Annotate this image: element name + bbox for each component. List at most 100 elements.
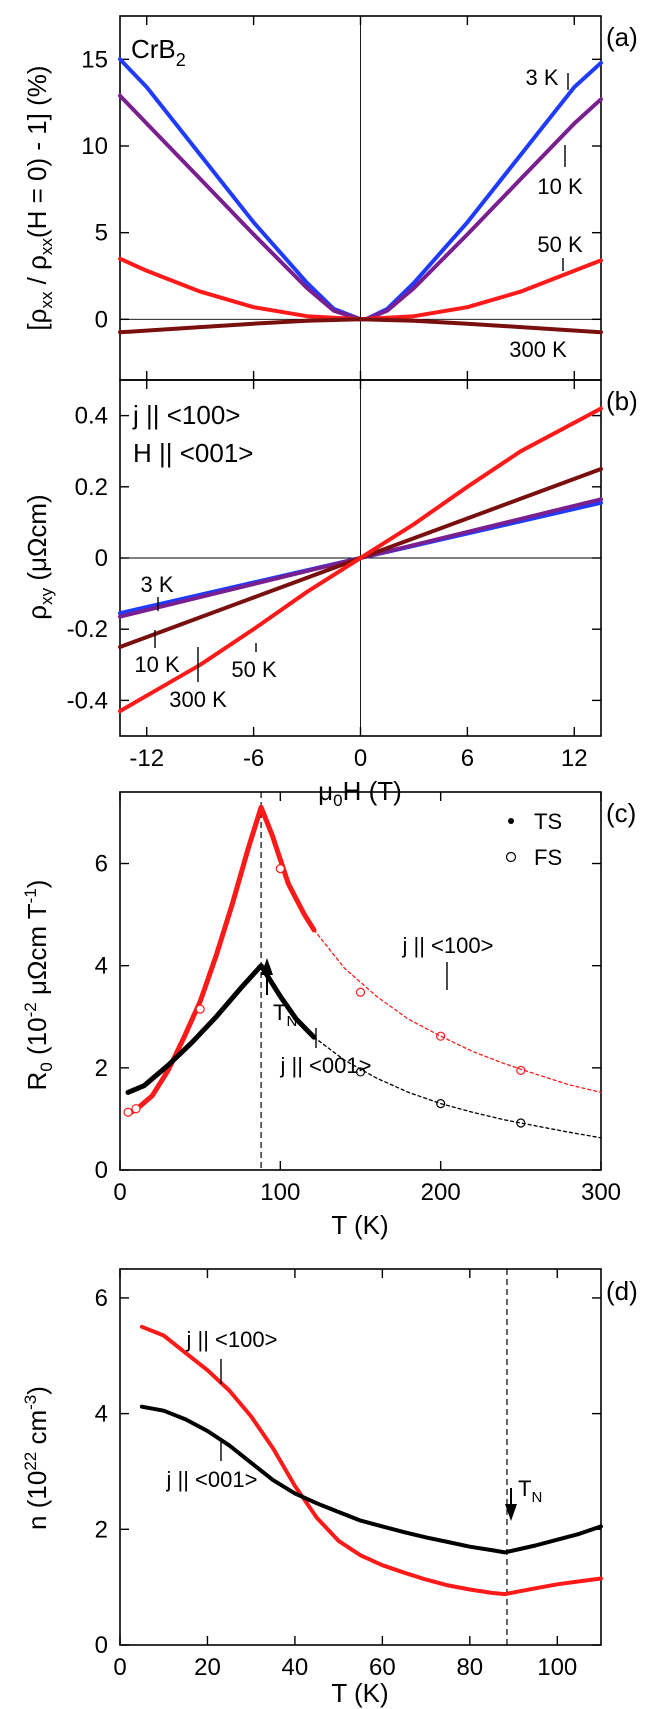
panel-b-x-tick-label: -12 xyxy=(129,745,164,772)
panel-b-curves xyxy=(118,406,603,714)
series-b-50-k-line xyxy=(118,406,603,714)
panel-a-y-tick-label: 5 xyxy=(95,220,108,247)
panel-d-x-tick-label: 0 xyxy=(113,1654,126,1681)
panel-c-x-tick-label: 300 xyxy=(581,1179,621,1206)
annotation-b-300K: 300 K xyxy=(169,687,227,712)
panel-d-x-tick-label: 40 xyxy=(282,1654,309,1681)
panel-b-x-tick-labels: -12 -6 0 6 12 xyxy=(129,745,587,772)
panel-a: 0 5 10 15 [ρxx / ρxx(H = 0) - 1] (%) (a) Cr… xyxy=(22,15,638,381)
panel-b-label: (b) xyxy=(606,386,638,416)
panel-d-ticks xyxy=(119,1269,601,1646)
series-c-j-001-fit-line xyxy=(313,1036,602,1139)
panel-c-ticks xyxy=(119,792,602,1171)
legend-ts-marker xyxy=(508,818,514,824)
panel-c-x-tick-label: 100 xyxy=(260,1179,300,1206)
annotation-d-j001: j || <001> xyxy=(166,1467,258,1492)
series-d-j-001--line xyxy=(139,1404,603,1555)
annotation-d-j100: j || <100> xyxy=(186,1327,278,1352)
panel-d-x-tick-label: 60 xyxy=(369,1654,396,1681)
series-c-j-001-fs-point xyxy=(516,1118,526,1128)
panel-d-x-axis-label: T (K) xyxy=(331,1678,388,1708)
annotation-b-3K: 3 K xyxy=(140,572,173,597)
series-c-j-100--line xyxy=(125,804,317,1117)
legend-ts-label: TS xyxy=(534,809,562,834)
panel-d-x-tick-label: 80 xyxy=(456,1654,483,1681)
annotation-a-300K: 300 K xyxy=(509,337,567,362)
panel-b-y-axis-label: ρxy (μΩcm) xyxy=(22,494,56,619)
panel-b-legend-line-2: H || <001> xyxy=(133,438,253,468)
annotation-a-50K: 50 K xyxy=(537,232,583,257)
series-c-j-100-fs-point xyxy=(436,1031,446,1041)
panel-b-y-tick-labels: -0.4 -0.2 0 0.2 0.4 xyxy=(67,403,108,715)
panel-b-x-tick-label: 0 xyxy=(354,745,367,772)
panel-d-label: (d) xyxy=(606,1276,638,1306)
panel-a-material-label: CrB2 xyxy=(131,34,186,70)
panel-d-curves xyxy=(139,1324,603,1597)
panel-a-y-tick-label: 10 xyxy=(81,133,108,160)
panel-c-frame xyxy=(119,791,602,1171)
panel-a-y-axis-label: [ρxx / ρxx(H = 0) - 1] (%) xyxy=(22,65,56,330)
panel-b-y-tick-label: 0.4 xyxy=(75,403,108,430)
panel-d-y-tick-label: 4 xyxy=(95,1401,108,1428)
panel-b-y-tick-label: 0.2 xyxy=(75,474,108,501)
annotation-d-tn: TN xyxy=(518,1476,542,1506)
panel-d-x-tick-label: 20 xyxy=(194,1654,221,1681)
panel-b: -0.4 -0.2 0 0.2 0.4 -12 -6 0 6 12 ρxy (μΩcm) μ0H… xyxy=(22,379,638,810)
panel-c: 0 2 4 6 0 100 200 300 R0 (10-2 μΩcm T-1) T (K)… xyxy=(21,791,636,1240)
annotation-a-10K: 10 K xyxy=(537,174,583,199)
series-c-j-100-fs-point xyxy=(355,987,366,997)
panel-b-x-tick-label: 6 xyxy=(461,745,474,772)
annotation-b-10K: 10 K xyxy=(134,652,180,677)
series-c-j-100-fs-point xyxy=(275,864,285,874)
series-c-j-100-fs-point xyxy=(195,1004,205,1014)
panel-c-y-tick-label: 6 xyxy=(95,851,108,878)
panel-d-x-tick-label: 100 xyxy=(537,1654,577,1681)
panel-c-curves xyxy=(123,804,602,1139)
panel-b-x-axis-label: μ0H (T) xyxy=(318,776,402,810)
panel-b-legend-line-1: j || <100> xyxy=(132,400,240,430)
panel-c-label: (c) xyxy=(606,798,636,828)
panel-d-x-tick-labels: 0 20 40 60 80 100 xyxy=(113,1654,577,1681)
panel-b-y-tick-label: -0.4 xyxy=(67,687,108,714)
panel-b-y-tick-label: -0.2 xyxy=(67,616,108,643)
panel-c-y-tick-labels: 0 2 4 6 xyxy=(95,851,108,1184)
series-c-j-001--line xyxy=(125,963,317,1095)
series-c-j-100-fit-line xyxy=(313,929,602,1094)
series-d-j-100--line xyxy=(139,1324,603,1597)
annotation-c-j001: j || <001> xyxy=(280,1053,372,1078)
panel-b-x-tick-label: -6 xyxy=(243,745,264,772)
annotation-c-tn-arrow xyxy=(261,958,273,995)
panel-c-x-tick-label: 200 xyxy=(421,1179,461,1206)
annotation-b-50K: 50 K xyxy=(231,657,277,682)
panel-d-frame xyxy=(119,1268,602,1646)
panel-c-y-tick-label: 4 xyxy=(95,953,108,980)
annotation-c-j100: j || <100> xyxy=(402,933,494,958)
annotation-a-3K: 3 K xyxy=(525,65,558,90)
panel-d: 0 2 4 6 0 20 40 60 80 100 n (1022 cm-3) T (K) (d… xyxy=(21,1268,638,1708)
panel-d-y-tick-label: 2 xyxy=(95,1516,108,1543)
series-c-j-100-fs-point xyxy=(131,1104,141,1114)
series-a-300-k-line xyxy=(118,317,603,335)
panel-b-x-tick-label: 12 xyxy=(561,745,588,772)
panel-a-y-tick-labels: 0 5 10 15 xyxy=(81,46,108,333)
panel-c-y-tick-label: 2 xyxy=(95,1055,108,1082)
panel-d-y-tick-label: 6 xyxy=(95,1285,108,1312)
panel-a-y-tick-label: 15 xyxy=(81,46,108,73)
annotation-d-tn-arrow xyxy=(505,1488,517,1521)
panel-c-x-tick-labels: 0 100 200 300 xyxy=(113,1179,621,1206)
panel-d-y-tick-label: 0 xyxy=(95,1632,108,1659)
panel-c-y-axis-label: R0 (10-2 μΩcm T-1) xyxy=(21,880,56,1091)
panel-a-y-tick-label: 0 xyxy=(95,306,108,333)
legend-fs-marker xyxy=(505,851,517,863)
panel-c-y-tick-label: 0 xyxy=(95,1157,108,1184)
panel-a-curves xyxy=(118,57,603,335)
panel-b-y-tick-label: 0 xyxy=(95,545,108,572)
annotation-c-tn: TN xyxy=(273,1000,297,1030)
series-c-j-100-fs-point xyxy=(516,1065,526,1075)
legend-fs-label: FS xyxy=(534,845,562,870)
panel-c-x-axis-label: T (K) xyxy=(331,1210,388,1240)
series-c-j-100-fs-point xyxy=(123,1107,133,1117)
panel-d-y-tick-labels: 0 2 4 6 xyxy=(95,1285,108,1659)
panel-c-x-tick-label: 0 xyxy=(113,1179,126,1206)
